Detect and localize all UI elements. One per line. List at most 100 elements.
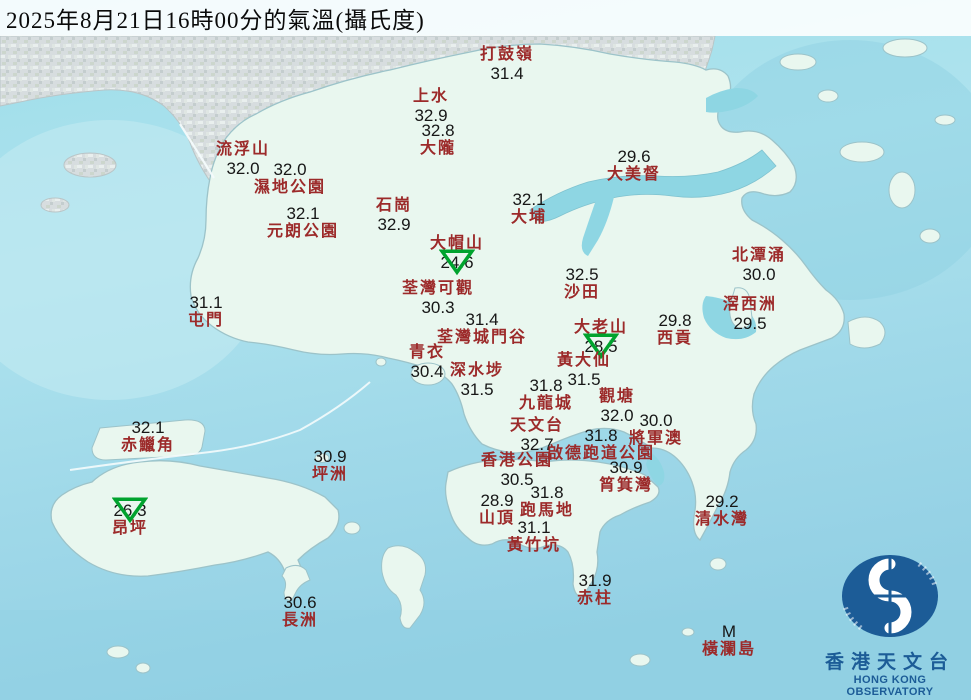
starling-inlet-water [706, 88, 758, 113]
station-value: 32.1 [512, 190, 546, 209]
station-name: 流浮山 [215, 141, 271, 158]
station-name: 筲箕灣 [598, 477, 654, 494]
station-value: 32.1 [131, 418, 165, 437]
station-name: 橫瀾島 [701, 641, 757, 658]
station-name: 赤鱲角 [120, 437, 176, 454]
station-上水: 上水 32.9 [413, 88, 449, 125]
station-name: 深水埗 [449, 362, 505, 379]
lamma-island [381, 545, 426, 629]
station-name: 長洲 [281, 612, 319, 629]
station-name: 啟德跑道公園 [546, 445, 656, 462]
tung-lung-island [709, 557, 727, 571]
station-value: 31.1 [189, 293, 223, 312]
station-name: 大美督 [606, 166, 662, 183]
station-筲箕灣: 30.9 筲箕灣 [599, 458, 653, 495]
soko-islet [135, 662, 151, 674]
station-name: 坪洲 [311, 466, 349, 483]
map-title: 2025年8月21日16時00分的氣溫(攝氏度) [6, 8, 425, 33]
ping-chau-island [934, 114, 956, 126]
station-value: 30.5 [500, 470, 534, 489]
hko-logo-icon [842, 555, 938, 637]
station-山頂: 28.9 山頂 [479, 491, 515, 528]
ne-island-5 [919, 228, 941, 244]
station-荃灣城門谷: 31.4 荃灣城門谷 [437, 310, 527, 347]
station-name: 大隴 [419, 140, 457, 157]
station-name: 觀塘 [598, 388, 636, 405]
sai-kung-east-islet [847, 316, 886, 349]
station-流浮山: 流浮山 32.0 [216, 141, 270, 178]
station-name: 西貢 [656, 330, 694, 347]
hko-logo-en: HONG KONG OBSERVATORY [846, 674, 934, 698]
ne-island-6 [882, 38, 928, 58]
station-name: 沙田 [563, 284, 601, 301]
station-value: 29.8 [658, 311, 692, 330]
station-打鼓嶺: 打鼓嶺 31.4 [480, 46, 534, 83]
station-name: 香港公園 [480, 452, 554, 469]
station-滘西洲: 滘西洲 29.5 [723, 296, 777, 333]
station-name: 滘西洲 [722, 296, 778, 313]
station-天文台: 天文台 32.7 [510, 417, 564, 454]
station-北潭涌: 北潭涌 30.0 [732, 247, 786, 284]
station-大帽山: 大帽山 24.6 [429, 235, 485, 275]
station-marker-icon [111, 496, 148, 523]
station-value: 30.3 [421, 298, 455, 317]
shenzhen-islet [63, 152, 117, 178]
station-大埔: 32.1 大埔 [511, 190, 547, 227]
station-name: 大帽山 [429, 235, 485, 252]
station-value: 32.1 [286, 204, 320, 223]
sea-deep-bay-light-water [0, 120, 270, 400]
station-value: 24.6 [430, 248, 484, 275]
station-大美督: 29.6 大美督 [607, 147, 661, 184]
station-name: 山頂 [478, 510, 516, 527]
station-value: 31.8 [584, 426, 618, 445]
ne-island-3 [839, 141, 885, 163]
map-title-bar: 2025年8月21日16時00分的氣溫(攝氏度) [0, 0, 971, 36]
station-坪洲: 30.9 坪洲 [312, 447, 348, 484]
station-青衣: 青衣 30.4 [409, 344, 445, 381]
station-name: 清水灣 [694, 511, 750, 528]
station-name: 跑馬地 [519, 502, 575, 519]
tolo-harbour-water [529, 149, 777, 222]
station-將軍澳: 30.0 將軍澳 [629, 411, 683, 448]
station-name: 赤柱 [576, 590, 614, 607]
station-value: 32.0 [273, 160, 307, 179]
station-value: 32.5 [565, 265, 599, 284]
shenzhen-bay-bridge [179, 123, 215, 179]
shatin-inlet-water [581, 197, 614, 256]
station-value: 30.0 [639, 411, 673, 430]
station-name: 濕地公園 [253, 179, 327, 196]
station-name: 青衣 [408, 344, 446, 361]
station-value: M [721, 622, 737, 641]
station-value: 30.4 [410, 362, 444, 381]
station-value: 30.9 [313, 447, 347, 466]
station-value: 31.9 [578, 571, 612, 590]
station-元朗公園: 32.1 元朗公園 [267, 204, 339, 241]
station-觀塘: 觀塘 32.0 [599, 388, 635, 425]
station-九龍城: 31.8 九龍城 [519, 376, 573, 413]
station-長洲: 30.6 長洲 [282, 593, 318, 630]
tsing-yi-island [410, 362, 446, 386]
station-name: 打鼓嶺 [479, 46, 535, 63]
station-name: 荃灣城門谷 [436, 329, 528, 346]
station-name: 天文台 [509, 417, 565, 434]
station-石崗: 石崗 32.9 [376, 197, 412, 234]
station-value: 30.9 [609, 458, 643, 477]
station-深水埗: 深水埗 31.5 [450, 362, 504, 399]
station-name: 黃竹坑 [506, 537, 562, 554]
hei-ling-chau-island [343, 521, 361, 535]
station-清水灣: 29.2 清水灣 [695, 492, 749, 529]
station-屯門: 31.1 屯門 [188, 293, 224, 330]
station-赤鱲角: 32.1 赤鱲角 [121, 418, 175, 455]
ne-island-2 [817, 89, 839, 103]
station-name: 屯門 [187, 312, 225, 329]
station-value: 30.6 [283, 593, 317, 612]
hko-logo-cn: 香港天文台 [824, 652, 955, 673]
station-value: 29.2 [705, 492, 739, 511]
station-沙田: 32.5 沙田 [564, 265, 600, 302]
station-黃竹坑: 31.1 黃竹坑 [507, 518, 561, 555]
waglan-island [681, 627, 695, 637]
station-value: 31.4 [490, 64, 524, 83]
